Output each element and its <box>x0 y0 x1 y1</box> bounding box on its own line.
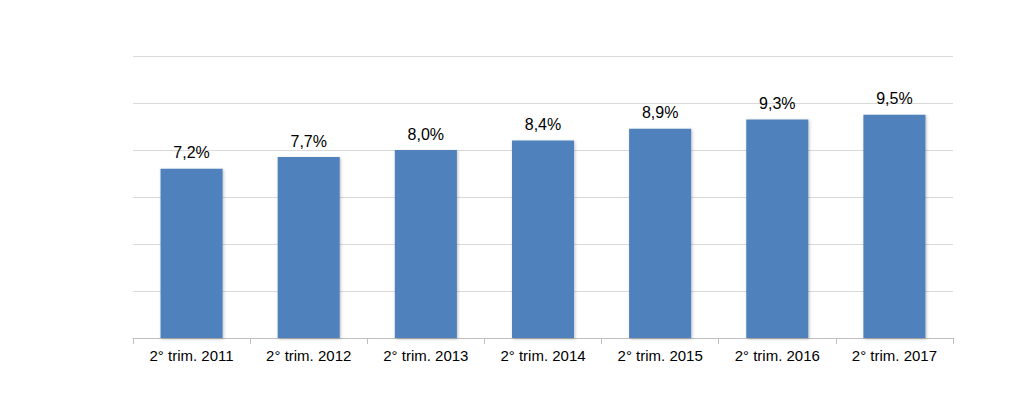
svg-text:2° trim. 2013: 2° trim. 2013 <box>383 347 468 364</box>
svg-text:8,4%: 8,4% <box>525 116 561 133</box>
svg-text:7,7%: 7,7% <box>290 133 326 150</box>
svg-text:2° trim. 2016: 2° trim. 2016 <box>735 347 820 364</box>
svg-text:9,3%: 9,3% <box>759 95 795 112</box>
svg-text:2° trim. 2014: 2° trim. 2014 <box>500 347 585 364</box>
svg-text:7,2%: 7,2% <box>173 144 209 161</box>
svg-text:8,0%: 8,0% <box>408 126 444 143</box>
svg-text:9,5%: 9,5% <box>876 90 912 107</box>
svg-text:8,9%: 8,9% <box>642 104 678 121</box>
svg-text:2° trim. 2011: 2° trim. 2011 <box>150 347 234 364</box>
svg-text:2° trim. 2017: 2° trim. 2017 <box>852 347 937 364</box>
svg-text:2° trim. 2015: 2° trim. 2015 <box>618 347 703 364</box>
svg-text:2° trim. 2012: 2° trim. 2012 <box>266 347 351 364</box>
